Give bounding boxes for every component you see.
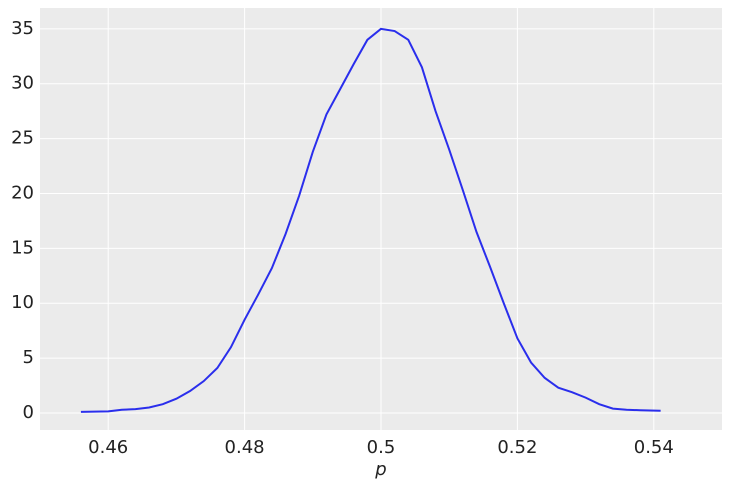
x-tick-label: 0.46 xyxy=(88,437,128,458)
x-axis-label: p xyxy=(374,459,386,480)
y-tick-label: 5 xyxy=(23,347,34,368)
x-tick-label: 0.54 xyxy=(634,437,674,458)
y-tick-label: 0 xyxy=(23,402,34,423)
y-tick-label: 25 xyxy=(11,128,34,149)
y-tick-label: 20 xyxy=(11,182,34,203)
line-series xyxy=(80,27,661,413)
y-tick-label: 15 xyxy=(11,237,34,258)
y-tick-label: 10 xyxy=(11,292,34,313)
x-tick-label: 0.48 xyxy=(225,437,265,458)
x-tick-label: 0.52 xyxy=(497,437,537,458)
y-tick-label: 35 xyxy=(11,18,34,39)
y-tick-label: 30 xyxy=(11,73,34,94)
x-tick-label: 0.5 xyxy=(367,437,396,458)
